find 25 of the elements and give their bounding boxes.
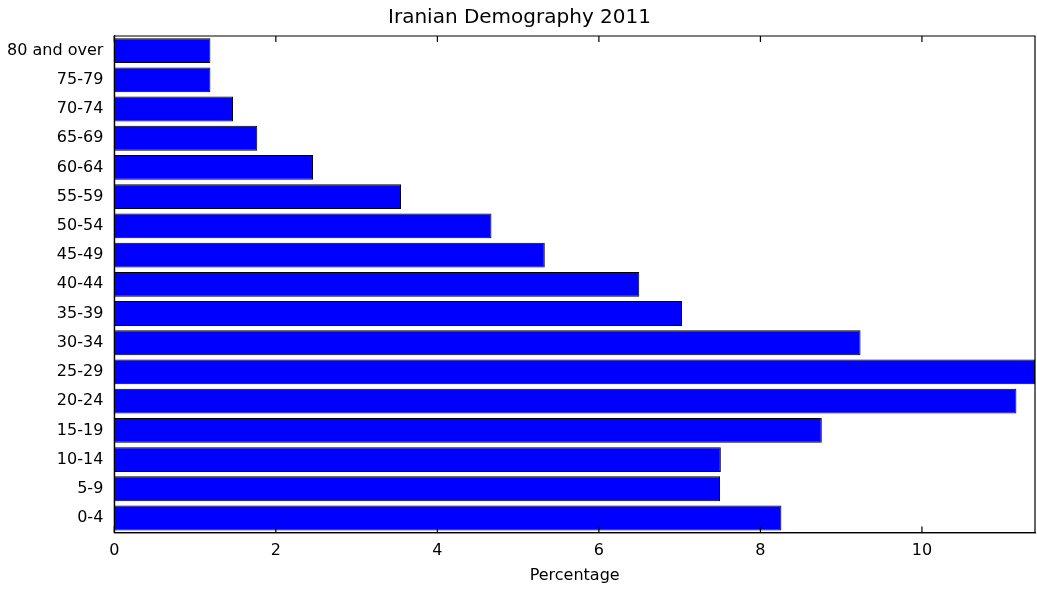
x-axis-title: Percentage	[529, 564, 620, 584]
y-tick-label: 0-4	[77, 507, 104, 527]
x-tick-label: 8	[755, 540, 766, 560]
chart-title: Iranian Demography 2011	[388, 4, 651, 29]
x-tick-label: 0	[109, 540, 120, 560]
x-tick-label: 4	[432, 540, 443, 560]
x-tick-label: 6	[593, 540, 604, 560]
y-tick-label: 65-69	[56, 127, 104, 147]
y-tick-label: 70-74	[56, 98, 104, 118]
y-tick-label: 30-34	[56, 331, 104, 351]
y-tick-label: 50-54	[56, 215, 104, 235]
y-tick-label: 75-79	[56, 68, 104, 88]
y-tick-label: 45-49	[56, 244, 104, 264]
y-tick-label: 35-39	[56, 302, 104, 322]
y-tick-label: 25-29	[56, 361, 104, 381]
y-tick-label: 10-14	[56, 448, 104, 468]
y-tick-label: 80 and over	[7, 39, 104, 59]
x-tick-label: 2	[270, 540, 281, 560]
y-tick-label: 5-9	[77, 477, 104, 497]
y-tick-label: 15-19	[56, 419, 104, 439]
x-tick-label: 10	[911, 540, 933, 560]
y-tick-label: 60-64	[56, 156, 104, 176]
y-tick-label: 40-44	[56, 273, 104, 293]
y-tick-label: 20-24	[56, 390, 104, 410]
y-tick-label: 55-59	[56, 185, 104, 205]
